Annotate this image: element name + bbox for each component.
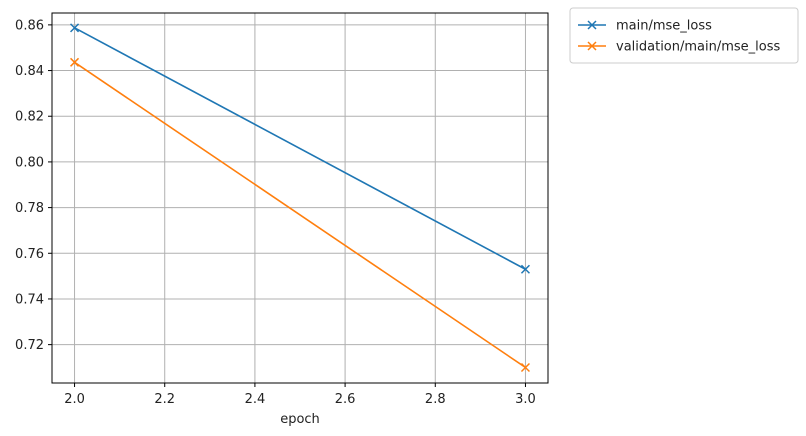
series-1 xyxy=(70,23,530,274)
legend-item: validation/main/mse_loss xyxy=(578,40,781,55)
x-tick-label: 2.6 xyxy=(335,392,356,407)
plot-series xyxy=(70,23,530,372)
y-tick-label: 0.82 xyxy=(15,110,44,125)
x-tick-label: 2.4 xyxy=(245,392,266,407)
y-tick-label: 0.86 xyxy=(15,18,44,33)
series-line xyxy=(74,61,526,369)
y-tick-label: 0.72 xyxy=(15,338,44,353)
x-tick-label: 2.2 xyxy=(154,392,175,407)
x-tick-label: 3.0 xyxy=(515,392,536,407)
data-point-marker xyxy=(520,264,530,274)
series-2 xyxy=(70,57,530,372)
grid xyxy=(52,13,548,383)
x-axis: 2.0 2.2 2.4 2.6 2.8 3.0 xyxy=(64,383,536,407)
legend-marker xyxy=(587,20,597,30)
legend-item: main/mse_loss xyxy=(578,19,712,34)
legend-box xyxy=(569,7,799,64)
x-tick-label: 2.8 xyxy=(425,392,446,407)
y-tick-label: 0.74 xyxy=(15,292,44,307)
legend-marker xyxy=(587,41,597,51)
y-tick-label: 0.84 xyxy=(15,64,44,79)
y-tick-label: 0.80 xyxy=(15,155,44,170)
legend-label: main/mse_loss xyxy=(616,19,712,34)
y-tick-label: 0.76 xyxy=(15,247,44,262)
data-point-marker xyxy=(520,362,530,372)
data-point-marker xyxy=(70,23,80,33)
legend: main/mse_loss validation/main/mse_loss xyxy=(569,7,799,64)
series-line xyxy=(74,27,526,270)
plot-frame xyxy=(51,12,549,384)
x-tick-label: 2.0 xyxy=(64,392,85,407)
y-tick-label: 0.78 xyxy=(15,201,44,216)
y-axis: 0.72 0.74 0.76 0.78 0.80 0.82 0.84 0.86 xyxy=(15,18,52,353)
x-axis-label: epoch xyxy=(280,412,320,427)
data-point-marker xyxy=(70,57,80,67)
legend-label: validation/main/mse_loss xyxy=(616,40,781,55)
